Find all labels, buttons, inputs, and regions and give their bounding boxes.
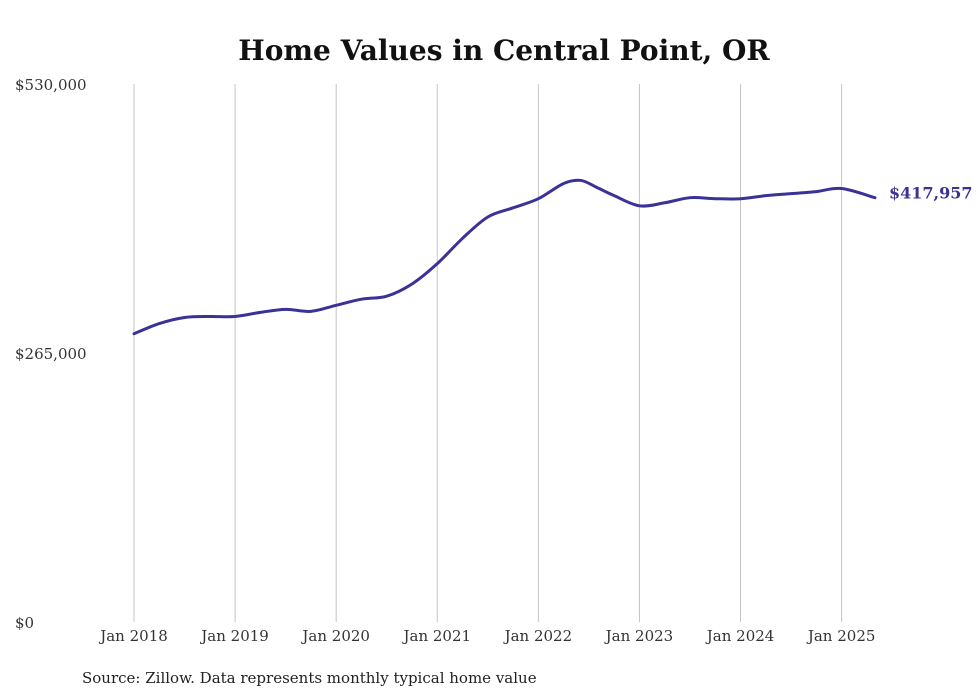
x-tick-label: Jan 2023 — [604, 627, 674, 645]
x-tick-label: Jan 2021 — [401, 627, 471, 645]
x-tick-label: Jan 2019 — [199, 627, 269, 645]
y-tick-label: $530,000 — [15, 76, 87, 94]
x-tick-label: Jan 2024 — [705, 627, 775, 645]
series-line — [132, 178, 877, 336]
source-note: Source: Zillow. Data represents monthly … — [82, 669, 537, 687]
series-layer: $417,957 — [132, 178, 973, 336]
x-tick-label: Jan 2025 — [806, 627, 876, 645]
grid-layer — [133, 84, 843, 622]
end-value-label: $417,957 — [889, 184, 973, 203]
y-tick-label: $265,000 — [15, 345, 87, 363]
x-tick-label: Jan 2020 — [300, 627, 370, 645]
x-tick-label: Jan 2022 — [503, 627, 573, 645]
x-axis-ticks: Jan 2018 Jan 2019 Jan 2020 Jan 2021 Jan 2022… — [98, 627, 875, 645]
y-axis-ticks: $0 $265,000 $530,000 — [15, 76, 87, 632]
x-tick-label: Jan 2018 — [98, 627, 168, 645]
y-tick-label: $0 — [15, 614, 34, 632]
chart-title: Home Values in Central Point, OR — [238, 34, 770, 67]
